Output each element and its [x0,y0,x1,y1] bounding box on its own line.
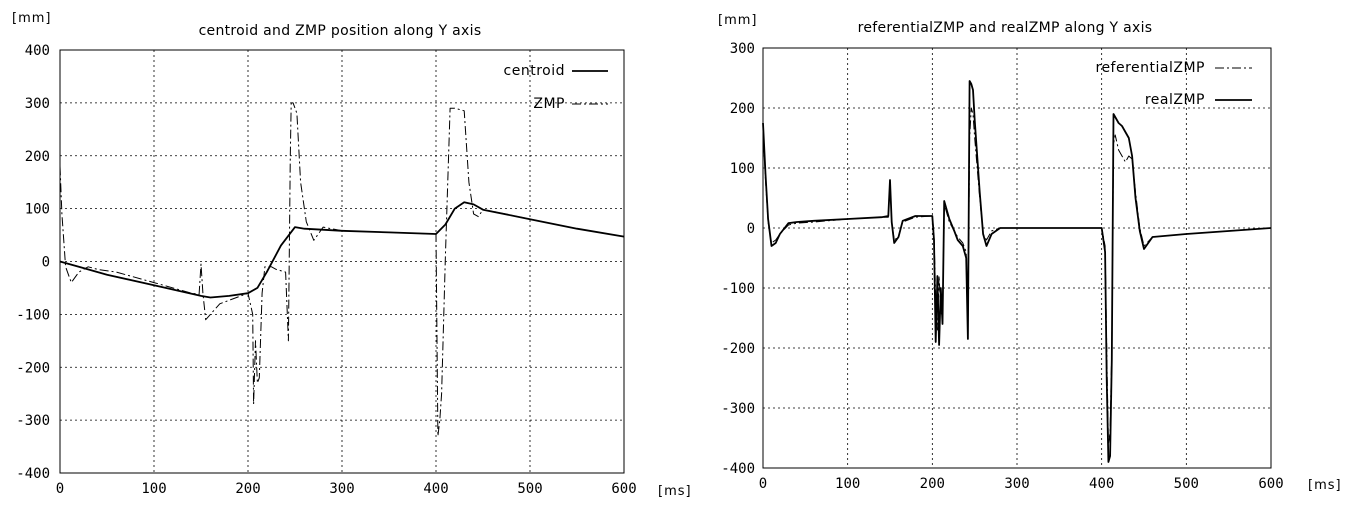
plot-frame [762,47,1272,469]
x-tick-label: 200 [920,476,945,492]
y-tick-label: 0 [747,221,755,237]
y-tick-label: -300 [721,401,755,417]
chart-2: 0 100 200 300 400 500 600 300 200 100 0 -100 -200 -30… [718,13,1342,493]
x-tick-label: 100 [835,476,860,492]
x-axis-label: [ms] [1308,478,1342,493]
x-tick-label: 500 [1174,476,1199,492]
y-axis-label: [mm] [718,13,757,28]
chart-title: centroid and ZMP position along Y axis [199,23,482,39]
x-tick-label: 0 [759,476,767,492]
y-tick-label: -100 [16,307,50,323]
y-tick-label: 200 [25,149,50,165]
legend-label-ZMP: ZMP [533,96,565,112]
x-tick-label: 400 [1089,476,1114,492]
x-tick-label: 600 [611,481,636,497]
chart-1: 0 100 200 300 400 500 600 400 300 200 100 0 -100 -200… [12,11,692,499]
y-tick-label: -200 [721,341,755,357]
x-tick-label: 200 [235,481,260,497]
x-axis-label: [ms] [658,484,692,499]
y-tick-label: 0 [42,255,50,271]
y-tick-label: -100 [721,281,755,297]
y-tick-label: -400 [721,461,755,477]
series-line-centroid [59,201,625,299]
y-tick-label: -400 [16,466,50,482]
x-tick-label: 500 [517,481,542,497]
y-tick-label: 300 [25,96,50,112]
series-line-realZMP [762,80,1272,463]
x-tick-label: 100 [141,481,166,497]
y-tick-label: -200 [16,360,50,376]
legend-label-centroid: centroid [504,63,565,79]
y-tick-label: -300 [16,413,50,429]
y-tick-label: 100 [25,202,50,218]
x-tick-label: 0 [56,481,64,497]
x-tick-label: 300 [1004,476,1029,492]
y-tick-label: 400 [25,43,50,59]
x-tick-label: 400 [423,481,448,497]
chart-title: referentialZMP and realZMP along Y axis [858,20,1153,36]
y-tick-label: 100 [730,161,755,177]
series-line-ZMP [59,102,625,437]
y-tick-label: 200 [730,101,755,117]
x-tick-label: 300 [329,481,354,497]
x-tick-label: 600 [1258,476,1283,492]
y-tick-label: 300 [730,41,755,57]
legend-label-realZMP: realZMP [1145,92,1205,108]
y-axis-label: [mm] [12,11,51,26]
legend-label-referentialZMP: referentialZMP [1096,60,1206,76]
